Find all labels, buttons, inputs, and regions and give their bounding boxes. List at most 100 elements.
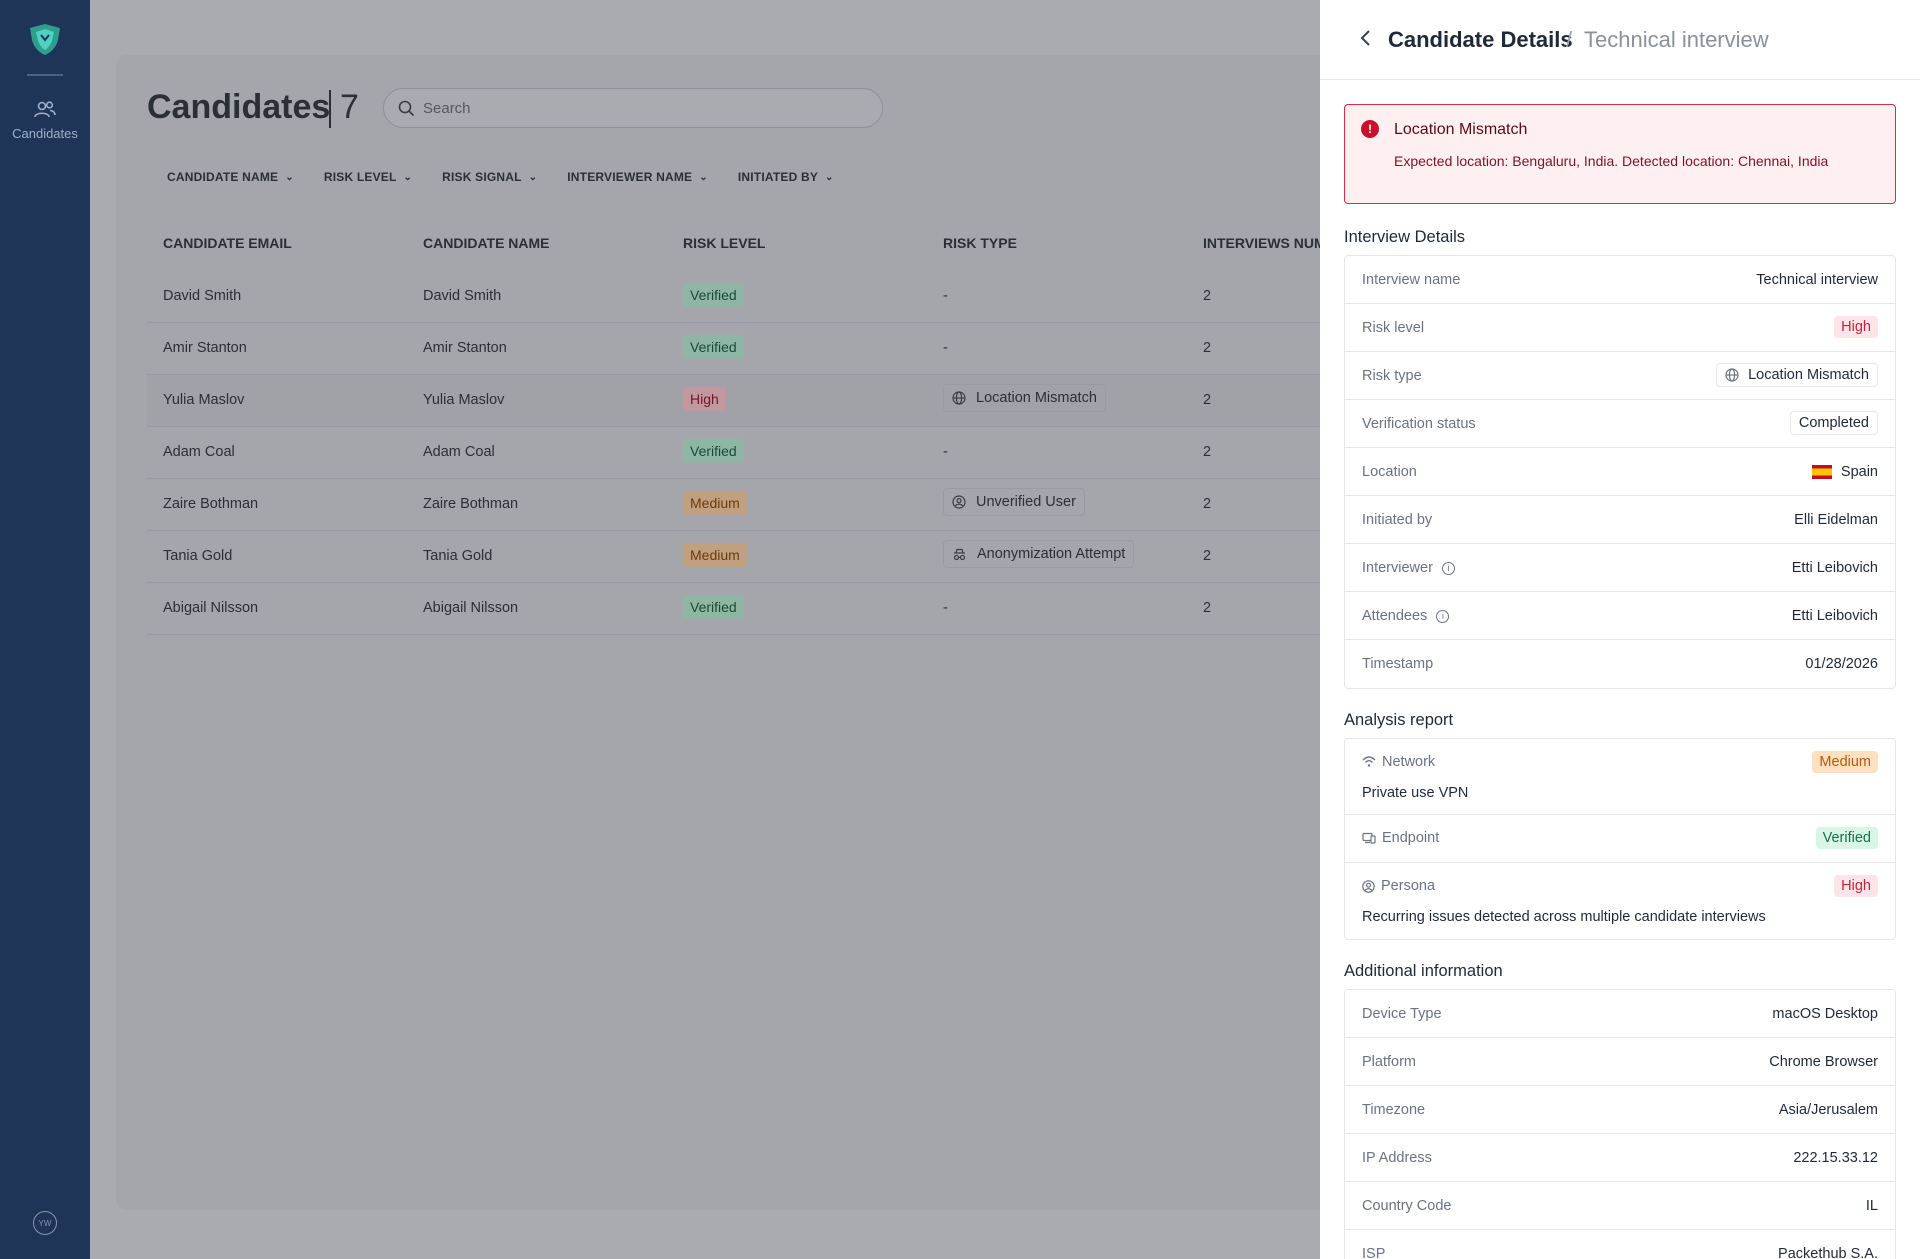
filter-initiated-by[interactable]: INITIATED BY ⌄ — [737, 170, 834, 184]
user-avatar[interactable]: YW — [33, 1211, 57, 1235]
filter-risk-level[interactable]: RISK LEVEL ⌄ — [323, 170, 413, 184]
table-row[interactable]: Tania Gold Tania Gold Medium Anonymization … — [147, 531, 1327, 583]
chevron-down-icon: ⌄ — [699, 171, 708, 183]
risk-level-badge: Verified — [683, 439, 744, 463]
cell-name: Abigail Nilsson — [423, 600, 519, 616]
incognito-icon — [952, 548, 977, 561]
filter-risk-signal[interactable]: RISK SIGNAL ⌄ — [442, 170, 538, 184]
analysis-endpoint: Endpoint Verified — [1345, 815, 1895, 863]
panel-subtitle: Technical interview — [1584, 27, 1769, 52]
risk-type-tag: Anonymization Attempt — [943, 540, 1135, 568]
kv-timezone: Timezone Asia/Jerusalem — [1345, 1086, 1895, 1134]
cell-interviews-num: 2 — [1203, 496, 1212, 512]
kv-interviewer: Interviewer i Etti Leibovich — [1345, 544, 1895, 592]
page-title: Candidates — [147, 88, 331, 126]
alert-body: Expected location: Bengaluru, India. Det… — [1394, 153, 1829, 169]
breadcrumb-separator: / — [1566, 27, 1573, 52]
cell-email: Tania Gold — [163, 548, 233, 564]
kv-timestamp: Timestamp 01/28/2026 — [1362, 656, 1878, 672]
cell-risk-type: - — [943, 340, 948, 356]
risk-level-badge: Medium — [683, 491, 747, 515]
kv-verification-status: Verification status Completed — [1345, 400, 1895, 448]
candidates-card — [116, 55, 1416, 1210]
table-row[interactable]: Abigail Nilsson Abigail Nilsson Verified - 2 — [147, 583, 1327, 635]
col-risk-type[interactable]: RISK TYPE — [943, 235, 1017, 251]
kv-platform: Platform Chrome Browser — [1345, 1038, 1895, 1086]
kv-risk-level: Risk level High — [1345, 304, 1895, 352]
panel-header: Candidate Details / Technical interview — [1320, 0, 1920, 80]
cell-risk-type: - — [943, 444, 948, 460]
sidebar-divider — [27, 74, 63, 76]
risk-type-badge: Location Mismatch — [1716, 363, 1878, 387]
cell-interviews-num: 2 — [1203, 288, 1212, 304]
analysis-persona: Persona High Recurring issues detected a… — [1345, 863, 1895, 939]
info-icon[interactable]: i — [1441, 561, 1455, 575]
table-header: CANDIDATE EMAIL CANDIDATE NAME RISK LEVE… — [163, 232, 1343, 256]
risk-level-badge: Verified — [683, 595, 744, 619]
risk-level-badge: Medium — [683, 543, 747, 567]
risk-level-badge: Verified — [683, 283, 744, 307]
info-icon[interactable]: i — [1436, 609, 1450, 623]
cell-email: Yulia Maslov — [163, 392, 245, 408]
app-logo[interactable] — [26, 22, 64, 56]
chevron-down-icon: ⌄ — [403, 171, 413, 183]
back-arrow-icon[interactable] — [1354, 26, 1378, 50]
analysis-report-heading: Analysis report — [1344, 711, 1454, 729]
risk-level-badge: High — [1834, 316, 1878, 338]
candidate-details-panel: Candidate Details / Technical interview … — [1320, 0, 1920, 1259]
cell-name: David Smith — [423, 288, 502, 304]
search-input[interactable] — [423, 99, 843, 117]
cell-name: Tania Gold — [423, 548, 493, 564]
filter-bar: CANDIDATE NAME ⌄ RISK LEVEL ⌄ RISK SIGNAL ⌄… — [167, 170, 864, 184]
col-risk-level[interactable]: RISK LEVEL — [683, 235, 766, 251]
cell-email: David Smith — [163, 288, 242, 304]
users-icon — [34, 101, 56, 118]
cell-name: Adam Coal — [423, 444, 495, 460]
risk-level-badge: High — [683, 387, 726, 411]
sidebar: Candidates YW — [0, 0, 90, 1259]
kv-country-code: Country Code IL — [1345, 1182, 1895, 1230]
risk-type-tag: Location Mismatch — [943, 384, 1106, 412]
cell-email: Amir Stanton — [163, 340, 247, 356]
search-icon — [398, 100, 415, 116]
filter-candidate-name[interactable]: CANDIDATE NAME ⌄ — [167, 170, 294, 184]
cell-name: Zaire Bothman — [423, 496, 519, 512]
analysis-report-box: Network Medium Private use VPN Endpoint … — [1344, 738, 1896, 940]
col-candidate-name[interactable]: CANDIDATE NAME — [423, 235, 550, 251]
kv-location: Location Spain — [1345, 448, 1895, 496]
kv-ip-address: IP Address 222.15.33.12 — [1345, 1134, 1895, 1182]
cell-risk-type: - — [943, 288, 948, 304]
cell-email: Abigail Nilsson — [163, 600, 259, 616]
search-box[interactable] — [383, 88, 883, 128]
table-row[interactable]: Zaire Bothman Zaire Bothman Medium Unverifi… — [147, 479, 1327, 531]
table-row[interactable]: Amir Stanton Amir Stanton Verified - 2 — [147, 323, 1327, 375]
risk-type-tag: Unverified User — [943, 488, 1085, 516]
persona-description: Recurring issues detected across multipl… — [1362, 909, 1766, 925]
kv-risk-type: Risk type Location Mismatch — [1345, 352, 1895, 400]
globe-icon — [952, 391, 976, 405]
table-row[interactable]: Yulia Maslov Yulia Maslov High Location Mis… — [147, 375, 1327, 427]
table-row[interactable]: David Smith David Smith Verified - 2 — [147, 271, 1327, 323]
spain-flag-icon — [1811, 465, 1832, 479]
analysis-network: Network Medium Private use VPN — [1345, 739, 1895, 815]
alert-title: Location Mismatch — [1394, 121, 1528, 138]
cell-interviews-num: 2 — [1203, 392, 1212, 408]
cell-interviews-num: 2 — [1203, 600, 1212, 616]
sidebar-item-candidates[interactable]: Candidates — [0, 100, 90, 141]
chevron-down-icon: ⌄ — [825, 171, 834, 183]
user-circle-icon — [952, 495, 976, 509]
filter-interviewer-name[interactable]: INTERVIEWER NAME ⌄ — [567, 170, 708, 184]
globe-icon — [1725, 368, 1739, 382]
table-row[interactable]: Adam Coal Adam Coal Verified - 2 — [147, 427, 1327, 479]
title-separator — [329, 90, 331, 128]
col-interviews-num[interactable]: INTERVIEWS NUM — [1203, 235, 1326, 251]
col-candidate-email[interactable]: CANDIDATE EMAIL — [163, 235, 292, 251]
user-circle-icon — [1362, 879, 1375, 893]
kv-attendees: Attendees i Etti Leibovich — [1345, 592, 1895, 640]
candidate-count: 7 — [340, 88, 359, 126]
cell-interviews-num: 2 — [1203, 340, 1212, 356]
location-mismatch-alert: ! Location Mismatch Expected location: B… — [1344, 104, 1896, 204]
cell-interviews-num: 2 — [1203, 548, 1212, 564]
interview-details-box: Interview name Technical interview Risk l… — [1344, 255, 1896, 689]
devices-icon — [1362, 832, 1376, 844]
